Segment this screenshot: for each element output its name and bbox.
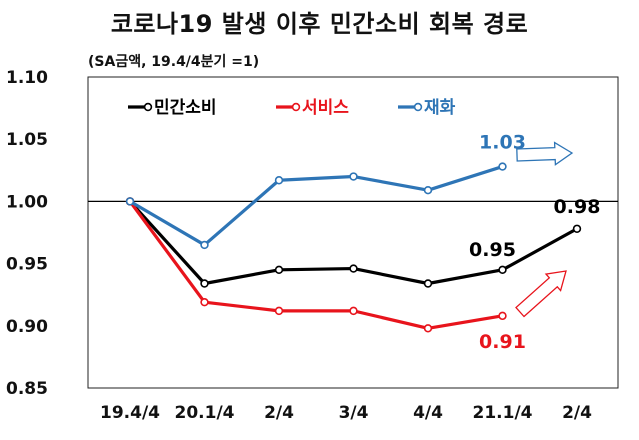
x-tick-label: 2/4 bbox=[264, 403, 294, 423]
x-tick-label: 2/4 bbox=[562, 403, 592, 423]
series-line-services bbox=[128, 199, 505, 330]
data-point-consumption bbox=[423, 279, 433, 288]
y-tick-label: 0.95 bbox=[6, 255, 48, 275]
data-point-goods bbox=[349, 172, 358, 181]
data-point-goods bbox=[125, 197, 135, 206]
data-point-consumption bbox=[498, 265, 507, 275]
goods-trend-arrow bbox=[516, 141, 574, 166]
y-tick-label: 1.10 bbox=[6, 68, 48, 88]
data-point-consumption bbox=[200, 279, 209, 288]
y-axis-ticks: 1.10 1.05 1.00 0.95 0.90 0.85 bbox=[6, 68, 48, 399]
legend-label-goods: 재화 bbox=[424, 98, 456, 118]
data-point-consumption bbox=[274, 265, 284, 275]
y-tick-label: 0.90 bbox=[6, 317, 48, 337]
data-point-consumption bbox=[572, 224, 582, 233]
data-point-consumption bbox=[349, 264, 358, 273]
x-tick-label: 3/4 bbox=[339, 403, 369, 423]
x-tick-label: 19.4/4 bbox=[100, 403, 160, 423]
legend-label-consumption: 민간소비 bbox=[154, 98, 217, 118]
y-tick-label: 1.00 bbox=[6, 192, 48, 212]
plot-border bbox=[87, 76, 619, 389]
y-tick-label: 0.85 bbox=[6, 379, 48, 399]
trend-arrows bbox=[515, 141, 574, 318]
legend-label-services: 서비스 bbox=[302, 98, 349, 118]
data-label: 0.95 bbox=[469, 239, 516, 261]
chart-title: 코로나19 발생 이후 민간소비 회복 경로 bbox=[110, 10, 529, 38]
legend-marker-services bbox=[291, 102, 301, 112]
data-point-goods bbox=[423, 186, 433, 195]
data-point-services bbox=[498, 311, 507, 321]
chart-subtitle: (SA금액, 19.4/4분기 =1) bbox=[88, 53, 259, 70]
series-lines bbox=[125, 162, 582, 333]
legend: 민간소비 서비스 재화 bbox=[128, 98, 456, 118]
legend-marker-consumption bbox=[143, 102, 153, 112]
plot-frame bbox=[87, 76, 619, 389]
series-line-goods bbox=[128, 164, 505, 247]
data-point-services bbox=[349, 306, 358, 316]
data-label: 0.98 bbox=[554, 196, 601, 218]
x-axis-ticks: 19.4/4 20.1/4 2/4 3/4 4/4 21.1/4 2/4 bbox=[100, 403, 592, 423]
x-tick-label: 4/4 bbox=[413, 403, 443, 423]
data-point-services bbox=[274, 306, 284, 316]
data-label: 0.91 bbox=[479, 331, 526, 353]
data-point-goods bbox=[498, 162, 507, 171]
data-point-goods bbox=[274, 176, 284, 185]
data-point-services bbox=[423, 324, 433, 333]
x-tick-label: 21.1/4 bbox=[473, 403, 533, 423]
data-point-services bbox=[200, 297, 209, 307]
legend-marker-goods bbox=[413, 102, 423, 112]
x-tick-label: 20.1/4 bbox=[175, 403, 235, 423]
services-trend-arrow bbox=[515, 270, 567, 318]
data-labels: 1.03 0.95 0.98 0.91 bbox=[469, 132, 600, 353]
y-tick-label: 1.05 bbox=[6, 130, 48, 150]
data-label: 1.03 bbox=[479, 132, 526, 154]
data-point-goods bbox=[200, 240, 209, 250]
